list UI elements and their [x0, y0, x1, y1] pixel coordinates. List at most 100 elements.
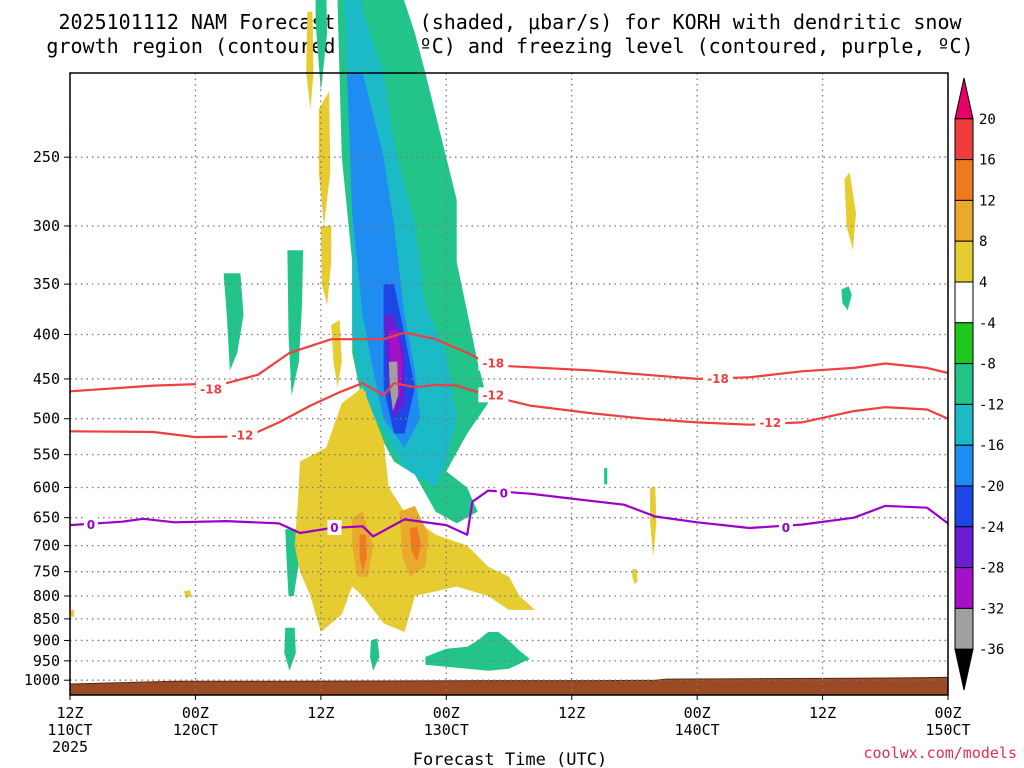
colorbar-segment-0 [954, 77, 974, 120]
contour-label-1-2: -12 [759, 416, 781, 430]
omega-region-20 [318, 91, 331, 227]
omega-region-15 [841, 286, 852, 311]
x-tick-label-0-0: 12Z [56, 704, 83, 722]
colorbar-segment-6 [954, 322, 974, 365]
x-tick-label-12-1: 120CT [173, 721, 218, 739]
contour-label-bg-0-2 [703, 370, 734, 386]
x-tick-label-60-0: 00Z [684, 704, 711, 722]
colorbar-label-2: 12 [979, 193, 996, 209]
contour-line-1 [69, 382, 949, 439]
omega-region-25 [650, 487, 657, 557]
omega-region-21 [331, 320, 342, 388]
temperature-contours: -18 -18 -18 -12 -12 -12 0 0 0 0 [69, 331, 949, 538]
y-tick-label-900: 900 [33, 631, 60, 649]
omega-region-8 [223, 273, 244, 371]
contour-label-2-0: 0 [87, 518, 95, 532]
y-tick-label-750: 750 [33, 563, 60, 581]
x-tick-label-84-0: 00Z [934, 704, 961, 722]
colorbar-label-11: -28 [979, 561, 1004, 577]
omega-region-18 [320, 226, 332, 306]
colorbar-label-7: -12 [979, 397, 1004, 413]
contour-label-bg-2-2 [496, 485, 511, 501]
colorbar-label-3: 8 [979, 234, 987, 250]
colorbar-label-4: 4 [979, 275, 987, 291]
omega-region-7 [287, 250, 304, 396]
colorbar-label-0: 20 [979, 112, 996, 128]
colorbar-label-10: -24 [979, 520, 1004, 536]
x-tick-label-84-1: 150CT [925, 721, 970, 739]
colorbar-segment-11 [954, 526, 974, 569]
contour-label-1-1: -12 [482, 388, 504, 402]
omega-region-24 [844, 172, 856, 251]
omega-region-23 [357, 391, 369, 455]
y-tick-label-950: 950 [33, 652, 60, 670]
contour-label-0-1: -18 [482, 357, 504, 371]
terrain-layer [69, 676, 949, 696]
contour-label-bg-1-2 [755, 415, 786, 431]
y-tick-label-600: 600 [33, 478, 60, 496]
colorbar-segment-7 [954, 363, 974, 405]
omega-region-28 [71, 609, 75, 617]
omega-shading [71, 0, 856, 671]
contour-label-bg-2-0 [83, 517, 98, 533]
omega-region-14 [370, 638, 380, 671]
x-tick-label-36-0: 00Z [433, 704, 460, 722]
omega-region-32 [409, 526, 422, 562]
colorbar-segment-10 [954, 485, 974, 528]
colorbar-label-8: -16 [979, 438, 1004, 454]
y-tick-label-350: 350 [33, 275, 60, 293]
chart-title-line1: 2025101112 NAM Forecast Omega (shaded, μ… [58, 10, 962, 34]
colorbar-label-13: -36 [979, 642, 1004, 658]
y-tick-label-550: 550 [33, 446, 60, 464]
y-tick-label-650: 650 [33, 509, 60, 527]
colorbar-segment-5 [954, 281, 974, 324]
omega-region-22 [294, 387, 536, 632]
contour-label-2-2: 0 [500, 487, 508, 501]
colorbar-segment-2 [954, 159, 974, 201]
x-tick-label-24-0: 12Z [307, 704, 334, 722]
x-tick-label-60-1: 140CT [675, 721, 720, 739]
x-tick-label-48-0: 12Z [558, 704, 585, 722]
colorbar-label-5: -4 [979, 316, 996, 332]
colorbar-segment-4 [954, 240, 974, 283]
colorbar: 20 16 12 8 4 -4 -8 -12 -16 -20 -24 -28 -32 -36 [954, 77, 1004, 691]
contour-label-1-0: -12 [232, 429, 254, 443]
colorbar-label-12: -32 [979, 601, 1004, 617]
colorbar-label-6: -8 [979, 357, 996, 373]
y-tick-label-800: 800 [33, 587, 60, 605]
plot-frame [69, 72, 949, 696]
contour-label-0-2: -18 [707, 372, 729, 386]
contour-label-0-0: -18 [200, 383, 222, 397]
contour-label-bg-1-0 [227, 427, 258, 443]
omega-region-6 [388, 361, 399, 412]
omega-region-19 [306, 11, 314, 110]
credit-link[interactable]: coolwx.com/models [863, 744, 1017, 762]
y-tick-label-450: 450 [33, 370, 60, 388]
x-tick-label-12-0: 00Z [182, 704, 209, 722]
y-tick-label-400: 400 [33, 326, 60, 344]
x-axis-label: Forecast Time (UTC) [413, 750, 607, 768]
omega-region-12 [284, 627, 296, 671]
colorbar-segment-8 [954, 403, 974, 446]
x-tick-label-72-0: 12Z [809, 704, 836, 722]
x-tick-label-0-1: 110CT [47, 721, 92, 739]
omega-region-17 [604, 468, 608, 485]
y-tick-label-700: 700 [33, 537, 60, 555]
colorbar-segment-3 [954, 199, 974, 242]
omega-region-9 [315, 0, 328, 92]
colorbar-segment-1 [954, 118, 974, 161]
contour-label-bg-2-1 [327, 519, 342, 535]
omega-region-31 [359, 534, 367, 572]
contour-label-2-1: 0 [330, 521, 338, 535]
colorbar-segment-14 [954, 648, 974, 691]
colorbar-label-9: -20 [979, 479, 1004, 495]
x-tick-label-36-1: 130CT [424, 721, 469, 739]
y-tick-label-500: 500 [33, 410, 60, 428]
chart-title-line2: growth region (contoured, red, ºC) and f… [46, 34, 973, 58]
omega-region-26 [632, 569, 638, 584]
colorbar-segment-12 [954, 567, 974, 609]
colorbar-label-1: 16 [979, 153, 996, 169]
y-tick-label-1000: 1000 [24, 671, 60, 689]
